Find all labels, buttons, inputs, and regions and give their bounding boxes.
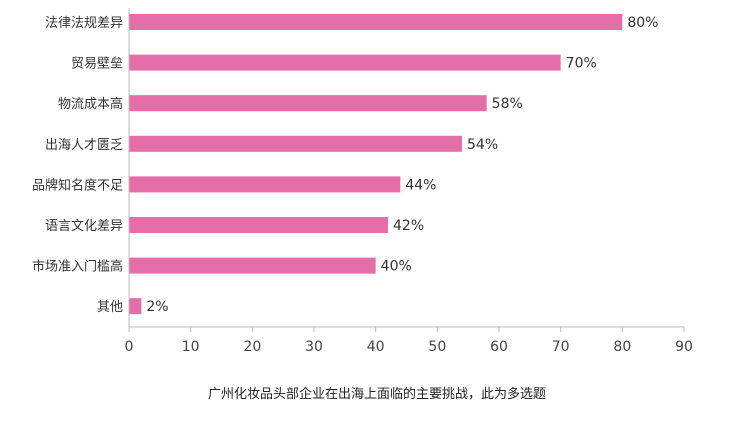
x-tick-label: 70 bbox=[552, 339, 570, 355]
x-tick-label: 30 bbox=[305, 339, 323, 355]
chart-caption: 广州化妆品头部企业在出海上面临的主要挑战，此为多选题 bbox=[207, 387, 546, 402]
data-label: 2% bbox=[146, 299, 168, 315]
x-tick-label: 10 bbox=[182, 339, 200, 355]
data-label: 58% bbox=[492, 96, 523, 112]
bar bbox=[129, 257, 376, 274]
category-label: 贸易壁垒 bbox=[71, 57, 123, 72]
category-label: 法律法规差异 bbox=[45, 16, 123, 31]
bar-chart: 法律法规差异 80% 贸易壁垒 70% 物流成本高 58% 出海人才匮乏 54% 品牌知名度不足… bbox=[32, 8, 693, 355]
category-label: 物流成本高 bbox=[58, 96, 123, 112]
data-label: 42% bbox=[393, 218, 424, 234]
bar bbox=[129, 217, 388, 233]
x-tick-label: 20 bbox=[243, 339, 261, 355]
category-label: 出海人才匮乏 bbox=[45, 138, 123, 153]
data-label: 54% bbox=[467, 137, 498, 153]
data-label: 80% bbox=[627, 15, 658, 31]
category-label: 品牌知名度不足 bbox=[32, 177, 123, 193]
category-label: 其他 bbox=[97, 300, 123, 315]
x-tick-label: 50 bbox=[428, 339, 446, 355]
bar bbox=[129, 95, 487, 112]
x-tick-label: 80 bbox=[613, 339, 631, 355]
data-label: 40% bbox=[381, 259, 412, 275]
bar bbox=[129, 54, 561, 71]
x-tick-label: 60 bbox=[490, 339, 508, 355]
x-tick-label: 0 bbox=[125, 339, 134, 355]
category-label: 市场准入门槛高 bbox=[32, 259, 123, 275]
data-label: 44% bbox=[405, 177, 436, 193]
bar bbox=[129, 14, 623, 30]
bar bbox=[129, 176, 401, 193]
x-tick-label: 90 bbox=[675, 339, 693, 355]
category-label: 语言文化差异 bbox=[45, 219, 123, 234]
bar bbox=[129, 135, 462, 152]
bar bbox=[129, 298, 142, 315]
x-tick-label: 40 bbox=[367, 339, 385, 355]
data-label: 70% bbox=[566, 56, 597, 72]
